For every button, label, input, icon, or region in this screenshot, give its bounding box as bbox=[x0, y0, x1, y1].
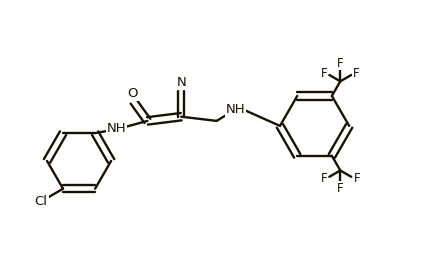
Text: Cl: Cl bbox=[35, 195, 47, 208]
Text: O: O bbox=[127, 87, 138, 100]
Text: F: F bbox=[320, 67, 327, 80]
Text: NH: NH bbox=[225, 103, 245, 116]
Text: F: F bbox=[352, 67, 359, 80]
Text: F: F bbox=[320, 172, 326, 185]
Text: F: F bbox=[336, 182, 343, 195]
Text: F: F bbox=[353, 172, 359, 185]
Text: NH: NH bbox=[107, 122, 126, 135]
Text: N: N bbox=[176, 76, 186, 89]
Text: F: F bbox=[336, 57, 343, 70]
